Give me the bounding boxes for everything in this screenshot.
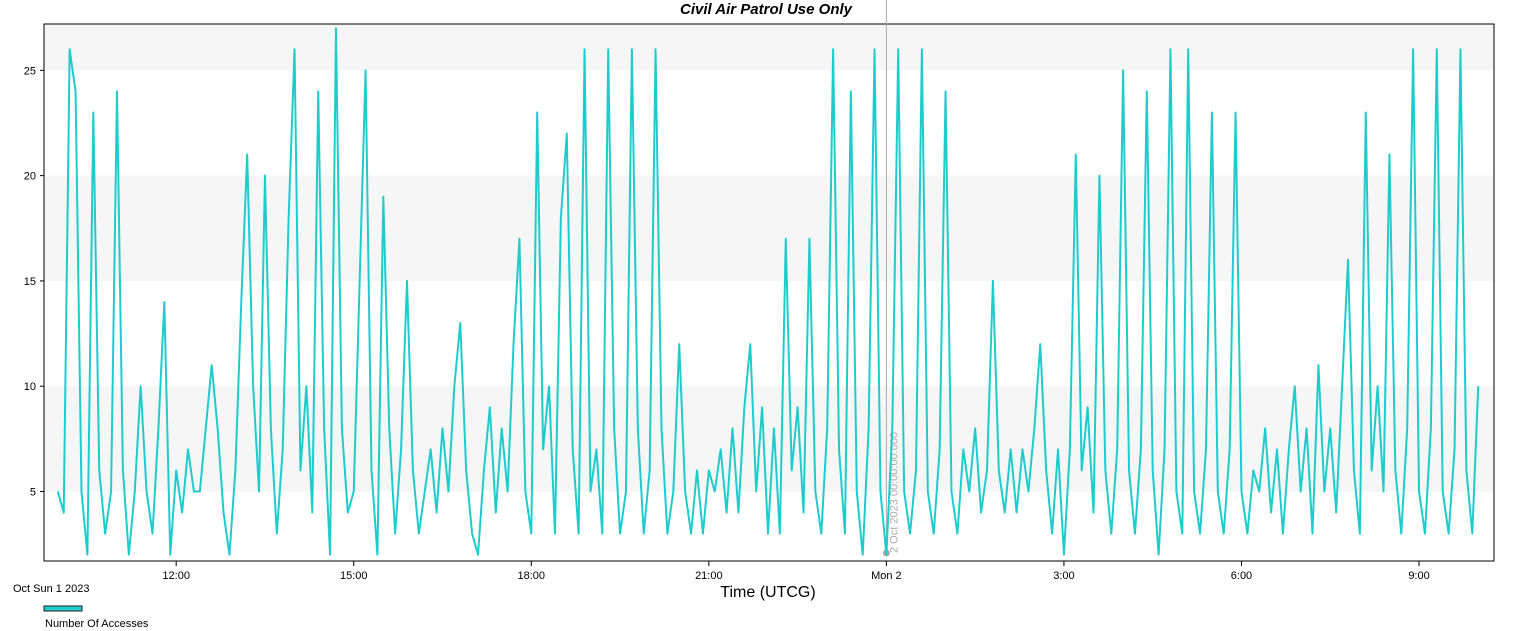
x-axis-label: Time (UTCG): [720, 584, 815, 601]
date-label: Oct Sun 1 2023: [13, 583, 89, 595]
plot-frame: [43, 23, 1495, 562]
legend-label: Number Of Accesses: [45, 618, 149, 630]
chart-title: Civil Air Patrol Use Only: [680, 1, 853, 18]
y-tick-label: 25: [24, 65, 36, 77]
y-tick-label: 10: [24, 381, 36, 393]
x-tick-label: 15:00: [340, 570, 368, 582]
legend-swatch: [43, 605, 83, 612]
series-line: [56, 27, 1480, 556]
y-tick-label: 5: [30, 487, 36, 499]
x-tick-label: 21:00: [695, 570, 723, 582]
x-tick-label: 6:00: [1231, 570, 1252, 582]
x-tick-label: 3:00: [1053, 570, 1074, 582]
x-tick-label: Mon 2: [871, 570, 902, 582]
grid-band: [44, 175, 1494, 281]
x-tick-label: 9:00: [1408, 570, 1429, 582]
y-tick-label: 15: [24, 276, 36, 288]
x-tick-label: 12:00: [162, 570, 190, 582]
y-tick-label: 20: [24, 171, 36, 183]
grid-band: [44, 24, 1494, 71]
x-tick-label: 18:00: [518, 570, 546, 582]
